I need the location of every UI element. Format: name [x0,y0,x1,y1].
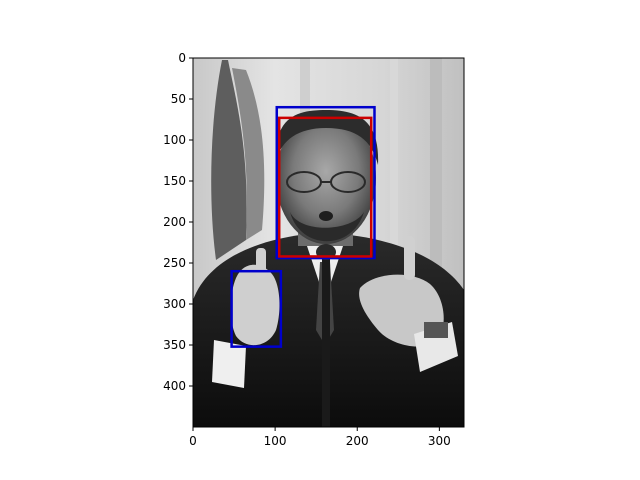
x-tick-label: 200 [346,434,369,448]
y-tick-label: 400 [163,379,186,393]
y-tick-label: 0 [178,51,186,65]
y-tick-label: 250 [163,256,186,270]
y-tick-label: 300 [163,297,186,311]
photo [193,58,464,427]
y-tick-label: 350 [163,338,186,352]
y-tick-label: 150 [163,174,186,188]
axes-frame [192,57,465,428]
x-tick-label: 300 [428,434,451,448]
axis-ticks: 0 100 200 300 0 50 100 150 200 250 300 350 400 [163,51,451,448]
hand-box-blue [230,269,283,348]
x-tick-label: 0 [189,434,197,448]
face-box-red [277,116,373,258]
y-tick-label: 50 [171,92,186,106]
bounding-boxes [230,105,376,348]
x-tick-label: 100 [264,434,287,448]
y-tick-label: 100 [163,133,186,147]
face-box-blue [275,105,376,260]
y-tick-label: 200 [163,215,186,229]
